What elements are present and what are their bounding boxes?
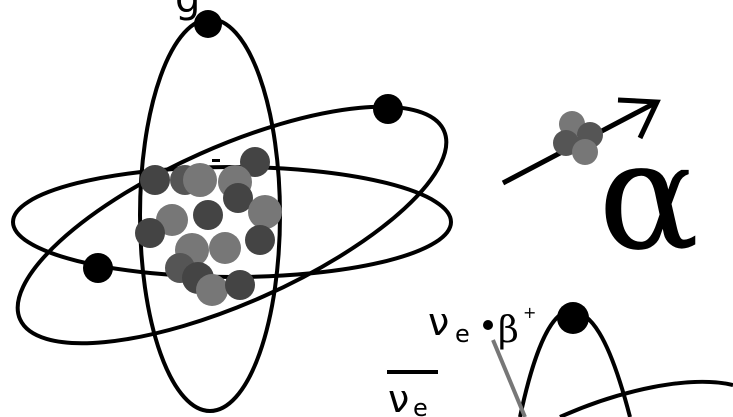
beta-symbol: β	[498, 310, 519, 351]
subscript: e	[455, 320, 470, 348]
beta-track	[493, 340, 525, 417]
atom-diagram: g α ν e β + ν e	[0, 0, 733, 417]
orbits	[0, 19, 476, 411]
alpha-symbol: α	[598, 110, 699, 284]
superscript: +	[523, 303, 536, 322]
beta-orbits	[520, 311, 733, 417]
nucleus	[135, 147, 282, 306]
neutrino-symbol: ν	[428, 300, 449, 344]
charge-mark	[212, 159, 220, 162]
antineutrino-symbol: ν	[388, 377, 409, 417]
label: g	[175, 0, 200, 22]
subscript: e	[413, 394, 428, 417]
orbit	[0, 59, 476, 390]
